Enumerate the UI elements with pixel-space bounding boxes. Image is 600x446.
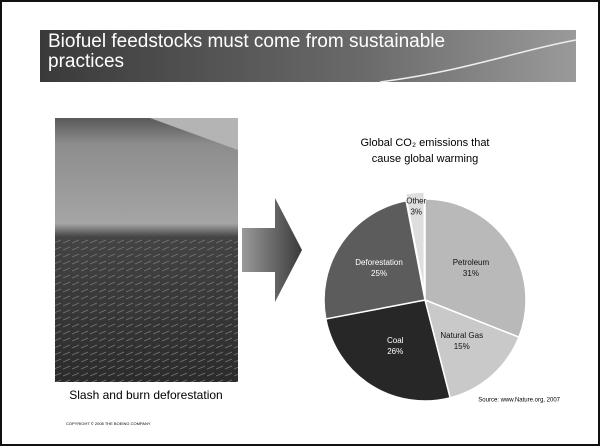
slice-name: Other	[406, 197, 426, 206]
copyright: COPYRIGHT © 2008 THE BOEING COMPANY	[66, 421, 151, 426]
slice-value-label: 15%	[454, 342, 470, 351]
source: Source: www.Nature.org, 2007	[478, 398, 560, 404]
banner-swoosh	[379, 39, 577, 83]
photo-texture	[55, 236, 238, 382]
slice-name: Deforestation	[355, 258, 403, 267]
pie-slice	[323, 199, 426, 320]
pie-slice	[424, 198, 527, 339]
slide-title: Biofuel feedstocks must come from sustai…	[48, 32, 446, 72]
slice-value-label: 3%	[410, 208, 422, 217]
pie-slice	[324, 299, 452, 402]
photo-field	[150, 118, 238, 150]
title-box: Biofuel feedstocks must come from sustai…	[48, 32, 446, 72]
chart-title-line: cause global warming	[372, 153, 478, 165]
slice-name: Coal	[387, 336, 404, 345]
slice-name: Petroleum	[453, 258, 490, 267]
pie-slice	[423, 298, 520, 399]
title-banner	[40, 30, 576, 82]
slice-value-label: 26%	[387, 347, 403, 356]
slice-name: Natural Gas	[440, 331, 483, 340]
photo-caption: Slash and burn deforestation	[69, 388, 222, 402]
pie-slice	[404, 191, 426, 294]
arrow	[242, 198, 302, 302]
chart-title-line: Global CO₂ emissions that	[361, 137, 490, 149]
slice-value-label: 25%	[371, 269, 387, 278]
chart-title: Global CO₂ emissions that cause global wa…	[361, 137, 490, 165]
slice-value-label: 31%	[463, 269, 479, 278]
